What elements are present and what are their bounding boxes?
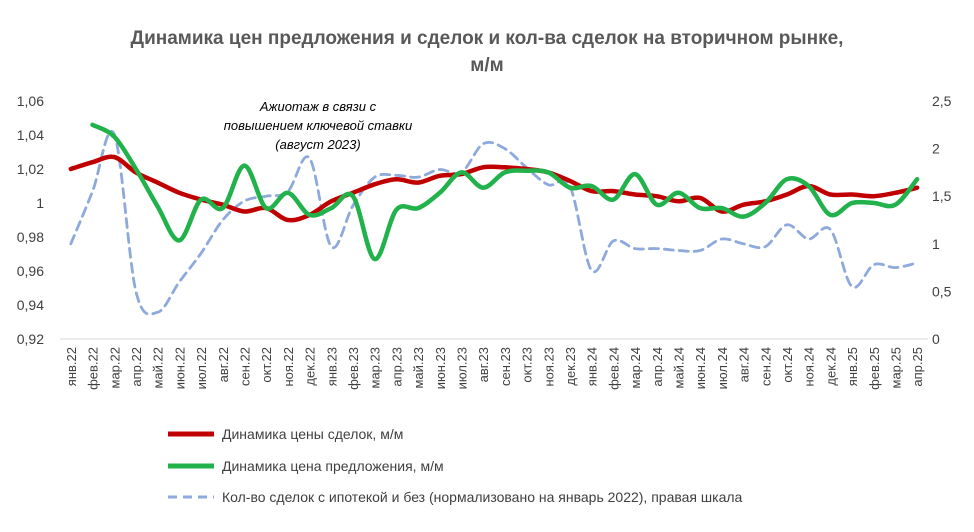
x-tick-label: май.23	[411, 347, 426, 389]
x-tick-label: авг.23	[476, 347, 491, 382]
y-left-tick-label: 1,02	[17, 161, 44, 177]
annotation-text-line: повышением ключевой ставки	[224, 118, 413, 133]
x-tick-label: май.22	[151, 347, 166, 389]
y-right-tick-label: 0,5	[932, 283, 952, 299]
axes-group: 0,92 0,94 0,96 0,98 1 1,02 1,04 1,06 0 0,5 1 1,5 2 2,…	[17, 93, 952, 390]
x-tick-label: апр.25	[910, 347, 925, 387]
legend-label: Кол-во сделок с ипотекой и без (нормализ…	[222, 489, 743, 505]
x-tick-label: авг.22	[216, 347, 231, 382]
x-tick-label: июн.22	[172, 347, 187, 389]
x-tick-label: июн.24	[693, 347, 708, 389]
x-tick-label: апр.22	[129, 347, 144, 387]
x-tick-label: фев.24	[606, 347, 621, 390]
x-tick-label: дек.24	[823, 347, 838, 386]
x-tick-label: авг.24	[737, 347, 752, 382]
y-left-tick-label: 0,98	[17, 229, 44, 245]
y-left-tick-label: 0,94	[17, 297, 44, 313]
x-tick-label: янв.25	[845, 347, 860, 386]
x-tick-label: ноя.24	[802, 347, 817, 387]
chart-title-line2: м/м	[470, 55, 503, 76]
x-tick-label: мар.22	[107, 347, 122, 388]
x-tick-label: июл.24	[715, 347, 730, 389]
x-tick-label: сен.22	[237, 347, 252, 386]
y-right-tick-label: 2	[932, 141, 940, 157]
x-tick-label: сен.24	[758, 347, 773, 386]
x-tick-label: фев.25	[867, 347, 882, 390]
x-tick-label: май.24	[671, 347, 686, 389]
x-tick-label: фев.23	[346, 347, 361, 390]
y-right-tick-label: 2,5	[932, 93, 952, 109]
y-left-tick-label: 1	[36, 195, 44, 211]
series-line-deal-count	[69, 129, 919, 316]
y-left-tick-label: 0,92	[17, 331, 44, 347]
x-tick-label: окт.22	[259, 347, 274, 383]
x-tick-label: мар.24	[628, 347, 643, 388]
series-line-offer-price	[90, 122, 920, 262]
x-tick-label: фев.22	[86, 347, 101, 390]
x-tick-label: апр.23	[389, 347, 404, 387]
x-tick-label: дек.23	[563, 347, 578, 386]
y-left-tick-label: 0,96	[17, 263, 44, 279]
legend-label: Динамика цена предложения, м/м	[222, 458, 444, 474]
annotation-group: Ажиотаж в связи с повышением ключевой ста…	[224, 99, 413, 152]
annotation-text-line: (август 2023)	[275, 137, 360, 152]
x-tick-label: июл.22	[194, 347, 209, 389]
legend-group: Динамика цены сделок, м/м Динамика цена п…	[168, 426, 743, 505]
x-tick-label: янв.22	[64, 347, 79, 386]
x-tick-label: ноя.23	[541, 347, 556, 387]
y-right-tick-label: 0	[932, 331, 940, 347]
x-tick-label: мар.25	[888, 347, 903, 388]
x-tick-label: июл.23	[454, 347, 469, 389]
chart-title-line1: Динамика цен предложения и сделок и кол-…	[131, 28, 844, 49]
series-line-deal-price	[68, 154, 920, 223]
x-tick-label: ноя.22	[281, 347, 296, 387]
x-tick-label: янв.23	[324, 347, 339, 386]
y-right-tick-label: 1,5	[932, 188, 952, 204]
x-tick-label: июн.23	[433, 347, 448, 389]
legend-label: Динамика цены сделок, м/м	[222, 426, 403, 442]
x-tick-label: окт.24	[780, 347, 795, 383]
x-tick-label: апр.24	[650, 347, 665, 387]
x-tick-label: мар.23	[368, 347, 383, 388]
x-tick-label: сен.23	[498, 347, 513, 386]
x-tick-label: янв.24	[585, 347, 600, 386]
x-tick-label: дек.22	[303, 347, 318, 386]
x-tick-label: окт.23	[520, 347, 535, 383]
series-group	[68, 122, 920, 316]
y-right-tick-label: 1	[932, 236, 940, 252]
y-left-tick-label: 1,04	[17, 127, 44, 143]
annotation-text-line: Ажиотаж в связи с	[259, 99, 377, 114]
y-left-tick-label: 1,06	[17, 93, 44, 109]
